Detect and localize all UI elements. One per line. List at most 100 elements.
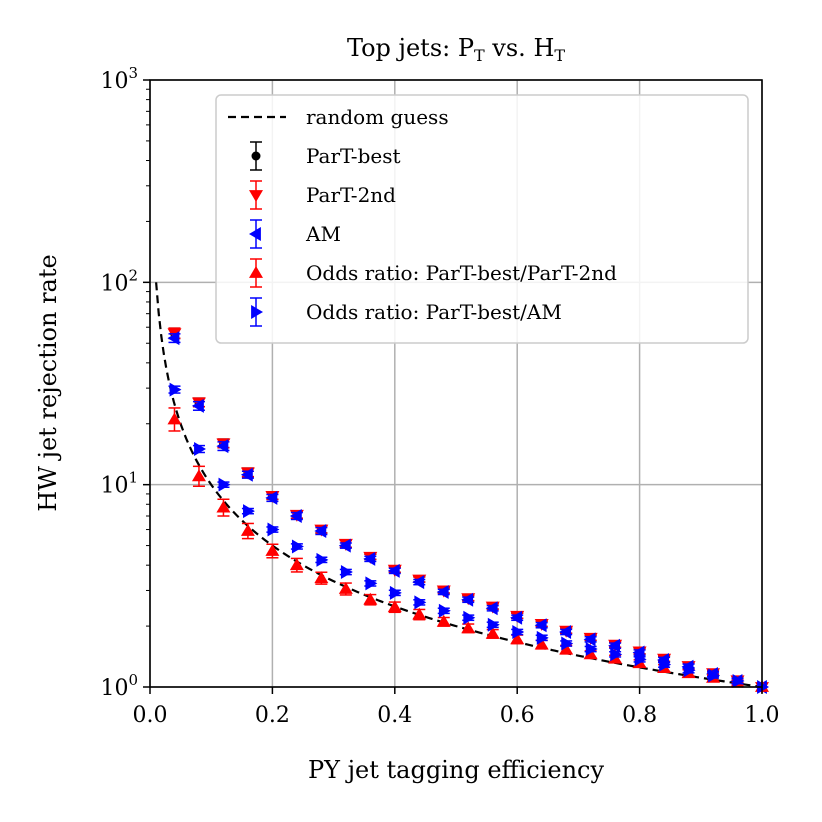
- data-point: [289, 558, 304, 571]
- data-point: [218, 477, 231, 492]
- y-tick-label: 100: [100, 671, 138, 701]
- data-point: [243, 504, 255, 519]
- data-point: [389, 585, 402, 600]
- data-point: [438, 603, 451, 618]
- data-point: [265, 490, 278, 505]
- data-point: [414, 595, 427, 610]
- data-point: [510, 610, 523, 625]
- data-point: [559, 642, 574, 655]
- data-point: [289, 509, 302, 524]
- legend: random guess ParT-best ParT-2nd AM Odds rati…: [215, 94, 749, 344]
- data-point: [387, 600, 402, 613]
- reference-layer: [155, 282, 763, 689]
- legend-entry: AM: [249, 219, 341, 249]
- data-point: [487, 617, 500, 632]
- legend-box: [215, 94, 749, 344]
- x-axis-label: PY jet tagging efficiency: [308, 756, 604, 784]
- data-point: [191, 398, 204, 413]
- x-tick-label: 0.6: [500, 703, 535, 728]
- data-point: [267, 522, 280, 537]
- legend-label: ParT-best: [306, 144, 401, 168]
- data-point: [363, 551, 376, 566]
- data-point: [485, 601, 498, 616]
- data-point: [608, 638, 621, 653]
- data-point: [436, 614, 451, 627]
- data-point: [412, 575, 425, 590]
- legend-marker: [251, 305, 263, 319]
- data-point: [265, 544, 280, 556]
- data-point: [169, 382, 182, 397]
- data-point: [683, 663, 696, 678]
- x-tick-label: 0.4: [377, 703, 412, 728]
- data-point: [363, 592, 378, 605]
- legend-label: Odds ratio: ParT-best/AM: [306, 300, 562, 324]
- data-point: [757, 680, 769, 694]
- data-point: [610, 647, 623, 662]
- data-point: [216, 439, 229, 454]
- data-point: [316, 552, 329, 567]
- legend-entry: Odds ratio: ParT-best/ParT-2nd: [249, 258, 617, 288]
- data-point: [314, 524, 327, 539]
- data-point: [561, 636, 574, 651]
- data-point: [534, 637, 549, 650]
- legend-marker: [251, 151, 261, 161]
- legend-label: Odds ratio: ParT-best/ParT-2nd: [306, 261, 617, 285]
- data-point: [167, 331, 180, 346]
- data-point: [436, 584, 449, 599]
- legend-entry-random-guess: random guess: [228, 105, 449, 129]
- data-point: [536, 630, 549, 645]
- legend-entry: Odds ratio: ParT-best/AM: [250, 297, 562, 327]
- data-point: [708, 668, 721, 683]
- x-tick-label: 0.8: [622, 703, 657, 728]
- data-point: [461, 592, 474, 607]
- legend-entries: random guess ParT-best ParT-2nd AM Odds rati…: [228, 105, 617, 327]
- data-point: [534, 618, 547, 633]
- legend-marker: [249, 266, 263, 278]
- ticks: 0.0 0.2 0.4 0.6 0.8 1.0 100 101 102 103: [100, 64, 779, 728]
- data-point: [291, 539, 304, 554]
- chart-title: Top jets: PT vs. HT: [347, 34, 565, 65]
- data-point: [240, 524, 255, 536]
- y-axis-label: HW jet rejection rate: [34, 254, 62, 511]
- data-point: [461, 621, 476, 634]
- y-tick-label: 103: [100, 64, 138, 94]
- series-layer: [167, 327, 769, 694]
- data-point: [585, 642, 598, 657]
- data-point: [732, 674, 745, 689]
- data-point: [167, 412, 182, 425]
- legend-label: random guess: [306, 105, 449, 129]
- data-point: [216, 500, 231, 513]
- data-point: [412, 607, 427, 620]
- data-point: [338, 582, 353, 594]
- data-point: [365, 576, 378, 591]
- plot-frame: [149, 79, 763, 688]
- legend-label: AM: [305, 222, 341, 246]
- data-point: [559, 624, 572, 639]
- legend-entry: ParT-2nd: [249, 180, 396, 210]
- data-point: [510, 632, 525, 645]
- data-point: [191, 469, 206, 482]
- y-tick-label: 102: [100, 266, 138, 296]
- legend-marker: [249, 190, 263, 202]
- data-point: [194, 442, 206, 457]
- legend-marker: [249, 227, 261, 241]
- data-point: [338, 538, 351, 553]
- x-tick-label: 0.0: [133, 703, 168, 728]
- random-guess-curve: [155, 282, 763, 689]
- data-point: [583, 647, 598, 660]
- data-point: [583, 632, 596, 647]
- x-tick-label: 1.0: [745, 703, 780, 728]
- data-point: [485, 626, 500, 639]
- data-point: [240, 467, 253, 482]
- data-point: [314, 571, 329, 584]
- data-point: [387, 563, 400, 578]
- legend-label: ParT-2nd: [306, 183, 396, 207]
- series-triangle-right: [168, 382, 769, 694]
- data-point: [634, 652, 647, 667]
- y-tick-label: 101: [100, 469, 138, 499]
- legend-entry: ParT-best: [250, 141, 401, 171]
- data-point: [512, 624, 525, 639]
- x-tick-label: 0.2: [255, 703, 290, 728]
- data-point: [659, 657, 672, 672]
